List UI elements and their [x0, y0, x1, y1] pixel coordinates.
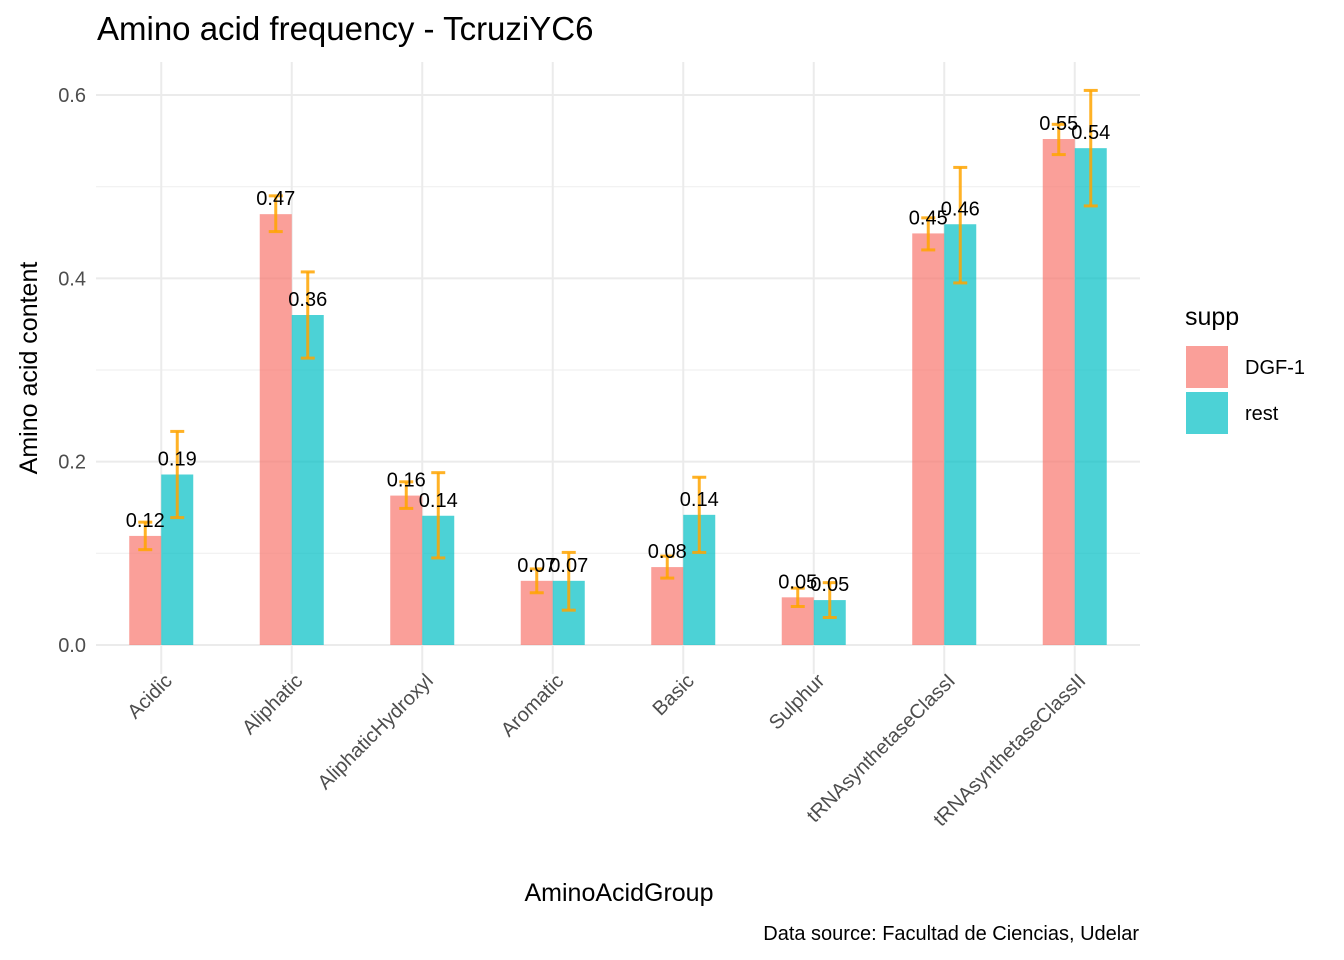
data-label: 0.07: [549, 555, 588, 577]
y-axis-label: Amino acid content: [15, 262, 43, 475]
data-label: 0.14: [680, 489, 719, 511]
x-axis-ticks: Acidic Aliphatic AliphaticHydroxyl Aromatic…: [123, 670, 1090, 831]
x-tick-label: tRNAsynthetaseClassI: [803, 670, 960, 827]
bar-dgf-1: [912, 233, 945, 645]
caption: Data source: Facultad de Ciencias, Udela…: [763, 923, 1139, 945]
bar-dgf-1: [651, 567, 684, 645]
y-tick-label: 0.4: [58, 268, 86, 290]
data-labels: 0.12 0.47 0.16 0.07 0.08 0.05 0.45 0.55 0.19 0.36…: [126, 113, 1110, 596]
legend-label: rest: [1245, 403, 1279, 425]
bar-dgf-1: [1042, 139, 1075, 645]
error-bar: [561, 550, 576, 612]
data-label: 0.46: [941, 198, 980, 220]
error-bar: [300, 270, 315, 360]
legend-title: supp: [1185, 303, 1239, 331]
error-bar: [1083, 88, 1098, 208]
error-bar: [921, 216, 936, 252]
data-label: 0.14: [419, 490, 458, 512]
data-label: 0.55: [1039, 113, 1078, 135]
data-label: 0.54: [1071, 122, 1110, 144]
data-label: 0.12: [126, 510, 165, 532]
x-tick-label: Sulphur: [765, 670, 830, 735]
bar-dgf-1: [390, 495, 423, 645]
y-tick-label: 0.6: [58, 85, 86, 107]
data-label: 0.36: [288, 289, 327, 311]
bar-dgf-1: [259, 214, 292, 645]
error-bar: [660, 554, 675, 580]
legend-swatch: [1186, 392, 1228, 434]
error-bar: [822, 581, 837, 619]
x-tick-label: Aromatic: [497, 670, 568, 741]
x-tick-label: Acidic: [123, 670, 176, 723]
x-tick-label: Aliphatic: [238, 670, 307, 739]
error-bar: [431, 471, 446, 560]
x-axis-label: AminoAcidGroup: [525, 879, 714, 907]
error-bar: [138, 520, 153, 552]
y-axis-ticks: 0.0 0.2 0.4 0.6: [58, 85, 86, 657]
data-label: 0.07: [517, 555, 556, 577]
error-bar: [953, 165, 968, 285]
data-label: 0.19: [158, 449, 197, 471]
data-label: 0.05: [778, 571, 817, 593]
error-bar: [529, 567, 544, 595]
bars: [129, 139, 1107, 645]
error-bar: [268, 194, 283, 234]
bar-rest: [291, 315, 324, 645]
error-bar: [170, 429, 185, 520]
error-bar: [692, 475, 707, 554]
legend-label: DGF-1: [1245, 357, 1305, 379]
x-tick-label: tRNAsynthetaseClassII: [929, 670, 1090, 831]
bar-rest: [1074, 148, 1107, 645]
error-bar: [399, 480, 414, 510]
x-tick-label: Basic: [649, 670, 699, 720]
data-label: 0.08: [648, 541, 687, 563]
x-tick-label: AliphaticHydroxyl: [314, 670, 438, 794]
data-label: 0.47: [256, 188, 295, 210]
data-label: 0.05: [810, 574, 849, 596]
error-bar: [790, 586, 805, 608]
error-bar: [1051, 122, 1066, 157]
legend: supp DGF-1 rest: [1185, 303, 1305, 434]
bar-rest: [944, 224, 977, 645]
y-tick-label: 0.0: [58, 635, 86, 657]
data-label: 0.45: [909, 207, 948, 229]
legend-swatch: [1186, 346, 1228, 388]
error-bars: [138, 88, 1098, 619]
y-tick-label: 0.2: [58, 452, 86, 474]
grid: [96, 62, 1140, 674]
data-label: 0.16: [387, 470, 426, 492]
chart-title: Amino acid frequency - TcruziYC6: [97, 10, 593, 47]
bar-dgf-1: [129, 535, 162, 645]
